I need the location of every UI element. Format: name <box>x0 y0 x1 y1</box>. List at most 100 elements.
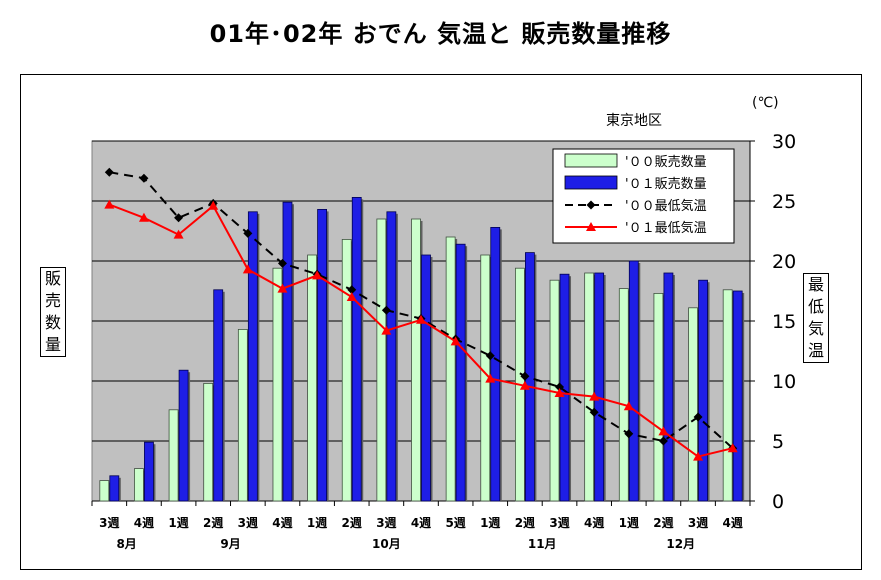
line-point <box>312 270 323 280</box>
line-point <box>658 436 668 446</box>
line-point <box>658 426 669 436</box>
line-point <box>277 283 288 293</box>
x-tick-label: 2週 <box>653 515 673 530</box>
x-tick-label: 1週 <box>307 515 327 530</box>
bar <box>411 218 421 502</box>
right-axis-label-char: 温 <box>807 341 824 360</box>
right-axis-label-char: 低 <box>807 297 824 316</box>
month-label: 10月 <box>372 537 401 551</box>
line-point <box>243 228 253 238</box>
month-label: 8月 <box>116 537 136 551</box>
y-tick-label: 10 <box>772 371 796 393</box>
bar <box>213 289 224 502</box>
month-label: 12月 <box>666 537 695 551</box>
line-point <box>520 371 530 381</box>
line-point <box>347 285 357 295</box>
line-point <box>589 407 599 417</box>
legend-label: '００最低気温 <box>625 198 707 214</box>
bar <box>594 272 605 502</box>
bar <box>376 218 387 502</box>
x-tick-label: 2週 <box>342 515 362 530</box>
bar <box>237 328 248 502</box>
line-point <box>381 325 392 335</box>
left-axis-label-char: 売 <box>44 291 61 310</box>
bar <box>698 279 708 502</box>
bar <box>144 441 154 502</box>
right-axis-label-char: 最 <box>807 275 824 294</box>
x-tick-label: 5週 <box>445 515 465 530</box>
bar <box>732 290 743 502</box>
y-tick-label: 0 <box>772 491 784 513</box>
x-tick-label: 3週 <box>238 515 258 530</box>
bar <box>584 272 595 502</box>
line-point <box>727 443 738 453</box>
bar <box>490 226 501 502</box>
bar <box>653 292 664 502</box>
legend-swatch <box>564 153 618 168</box>
left-axis-label-char: 量 <box>44 335 61 354</box>
bar <box>203 382 214 502</box>
line-point <box>416 314 426 324</box>
month-label: 11月 <box>528 537 557 551</box>
bar <box>99 480 110 502</box>
right-axis-label-char: 気 <box>807 319 824 338</box>
x-tick-label: 2週 <box>203 515 223 530</box>
x-tick-label: 4週 <box>272 515 292 530</box>
line-point <box>693 412 703 422</box>
bar <box>445 236 456 502</box>
line-point <box>624 429 634 439</box>
bar <box>109 475 120 502</box>
chart-frame <box>20 74 862 570</box>
bar <box>247 211 258 502</box>
bar <box>282 201 293 502</box>
bar <box>351 196 362 502</box>
y-tick-label: 25 <box>772 191 796 213</box>
x-tick-label: 2週 <box>515 515 535 530</box>
temperature-unit-label: (℃) <box>752 95 779 111</box>
y-tick-label: 5 <box>772 431 784 453</box>
left-axis-label: 販 売 数 量 <box>40 267 66 357</box>
line-point <box>138 212 149 222</box>
line-point <box>589 391 600 401</box>
bar <box>455 243 466 502</box>
line-point <box>173 229 184 239</box>
x-tick-label: 4週 <box>723 515 743 530</box>
x-tick-label: 1週 <box>480 515 500 530</box>
bar <box>307 254 318 502</box>
line-point <box>242 264 253 274</box>
y-tick-label: 15 <box>772 311 796 333</box>
bar <box>628 260 639 502</box>
bar <box>272 267 283 502</box>
line-point <box>174 213 184 223</box>
x-tick-label: 3週 <box>688 515 708 530</box>
x-tick-label: 3週 <box>376 515 396 530</box>
y-tick-label: 20 <box>772 251 796 273</box>
legend-label: '０１販売数量 <box>625 176 707 192</box>
line-point <box>104 167 114 177</box>
line-point <box>381 305 391 315</box>
legend-swatch <box>564 175 618 190</box>
bar <box>618 288 629 502</box>
month-label: 9月 <box>220 537 240 551</box>
bar <box>341 238 352 502</box>
line-point <box>277 258 287 268</box>
legend-label: '００販売数量 <box>625 154 707 170</box>
x-tick-label: 4週 <box>584 515 604 530</box>
line-point <box>208 200 219 210</box>
bar <box>722 289 733 502</box>
line-point <box>485 373 496 383</box>
line-point <box>104 199 115 209</box>
x-tick-label: 1週 <box>168 515 188 530</box>
region-label: 東京地区 <box>606 113 662 129</box>
bar <box>134 468 144 502</box>
bar <box>386 211 397 502</box>
line-point <box>623 401 634 411</box>
x-tick-label: 3週 <box>549 515 569 530</box>
line-point <box>555 382 565 392</box>
line-point <box>554 388 565 397</box>
line-point <box>139 173 149 183</box>
x-tick-label: 4週 <box>134 515 154 530</box>
right-axis-label: 最 低 気 温 <box>803 273 829 363</box>
legend-label: '０１最低気温 <box>625 220 707 236</box>
bar <box>317 208 328 502</box>
